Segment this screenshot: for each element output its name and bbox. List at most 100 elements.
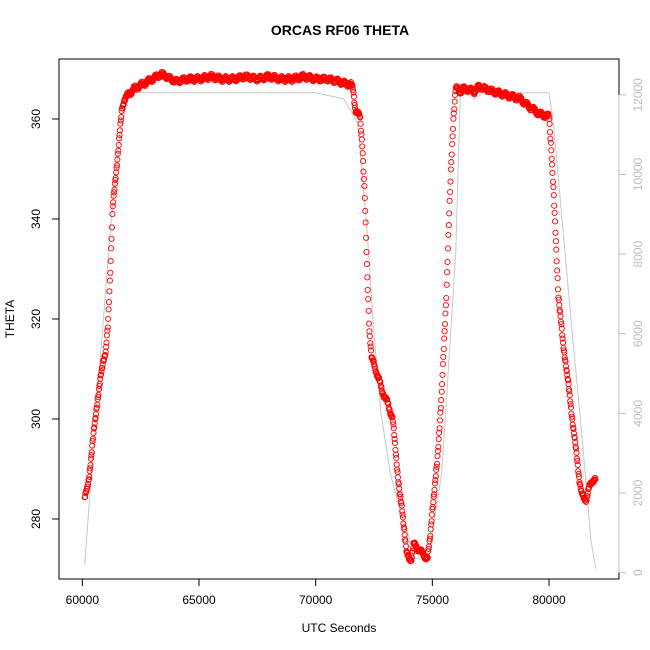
right-y-tick-label: 12000 [631, 78, 645, 112]
data-point [553, 246, 560, 253]
data-point [550, 192, 557, 199]
data-point [433, 460, 441, 467]
data-point [570, 425, 577, 432]
data-point [571, 434, 578, 441]
x-tick-label: 65000 [182, 593, 216, 607]
data-point [376, 374, 383, 381]
y-axis-label: THETA [3, 300, 17, 338]
data-point [109, 203, 116, 210]
data-point [559, 332, 566, 339]
x-tick-label: 80000 [532, 593, 566, 607]
data-point [549, 169, 556, 176]
data-point [457, 90, 465, 97]
data-point [566, 388, 573, 395]
data-point [424, 554, 431, 561]
data-point [554, 267, 561, 274]
data-point [366, 333, 373, 340]
right-y-tick-label: 6000 [631, 320, 645, 347]
data-point [439, 381, 446, 388]
data-point [568, 413, 575, 420]
data-point [401, 526, 408, 533]
right-y-tick-label: 8000 [631, 240, 645, 267]
data-point [358, 131, 365, 138]
data-point [89, 442, 96, 449]
data-point [100, 356, 108, 363]
data-point [545, 113, 552, 120]
data-point [365, 296, 372, 303]
data-point [547, 139, 554, 146]
data-point [370, 357, 377, 364]
data-point [390, 425, 397, 432]
data-point [84, 480, 92, 487]
data-point [87, 461, 94, 469]
data-point [402, 543, 410, 550]
data-point [558, 325, 565, 332]
data-point [569, 421, 576, 428]
data-point [438, 397, 445, 404]
right-y-tick-label: 2000 [631, 479, 645, 506]
data-point [392, 451, 399, 458]
data-point [111, 189, 118, 196]
data-point [390, 421, 397, 428]
data-point [357, 120, 364, 127]
data-point [391, 432, 398, 439]
data-point [86, 467, 93, 475]
data-point [363, 249, 370, 256]
data-point [95, 391, 102, 398]
x-axis: 60000 65000 70000 75000 80000 [66, 578, 566, 607]
data-point [557, 308, 564, 315]
data-point [128, 90, 135, 97]
right-y-tick-label: 4000 [631, 400, 645, 427]
data-point [363, 234, 370, 241]
data-point [448, 159, 455, 166]
data-point [401, 531, 408, 538]
data-point [369, 354, 376, 361]
data-point [438, 388, 445, 395]
data-point [436, 429, 443, 436]
data-point [567, 398, 574, 405]
data-point [359, 150, 366, 157]
data-point [442, 310, 449, 317]
data-point [116, 131, 123, 139]
data-point [393, 454, 400, 462]
data-point [446, 197, 453, 204]
data-point [546, 129, 554, 136]
data-point [112, 174, 119, 182]
data-point [365, 320, 373, 327]
data-point [408, 557, 415, 564]
data-point [116, 135, 123, 142]
data-point [367, 343, 374, 350]
data-point [110, 192, 117, 199]
data-point [553, 258, 560, 265]
theta-points-layer [81, 68, 599, 565]
data-point [113, 164, 120, 171]
data-point [592, 476, 599, 483]
data-point [427, 532, 434, 539]
data-point [439, 371, 446, 378]
data-point [560, 344, 567, 352]
data-point [103, 332, 110, 339]
data-point [105, 299, 113, 306]
data-point [361, 183, 368, 190]
data-point [436, 425, 443, 432]
data-point [87, 465, 94, 472]
data-point [430, 499, 437, 506]
data-point [90, 429, 97, 437]
data-point [566, 392, 573, 399]
data-point [572, 439, 579, 446]
data-point [435, 443, 442, 450]
data-point [444, 258, 451, 266]
data-point [428, 518, 435, 525]
data-point [426, 535, 433, 542]
data-point [108, 235, 115, 242]
data-point [88, 449, 95, 456]
data-point [360, 175, 368, 183]
plot-frame [58, 58, 620, 580]
data-point [349, 87, 357, 94]
x-tick-label: 70000 [299, 593, 333, 607]
data-point [362, 207, 369, 214]
data-point [443, 294, 450, 302]
data-point [391, 435, 398, 443]
data-point [575, 470, 582, 478]
data-point [103, 343, 110, 350]
